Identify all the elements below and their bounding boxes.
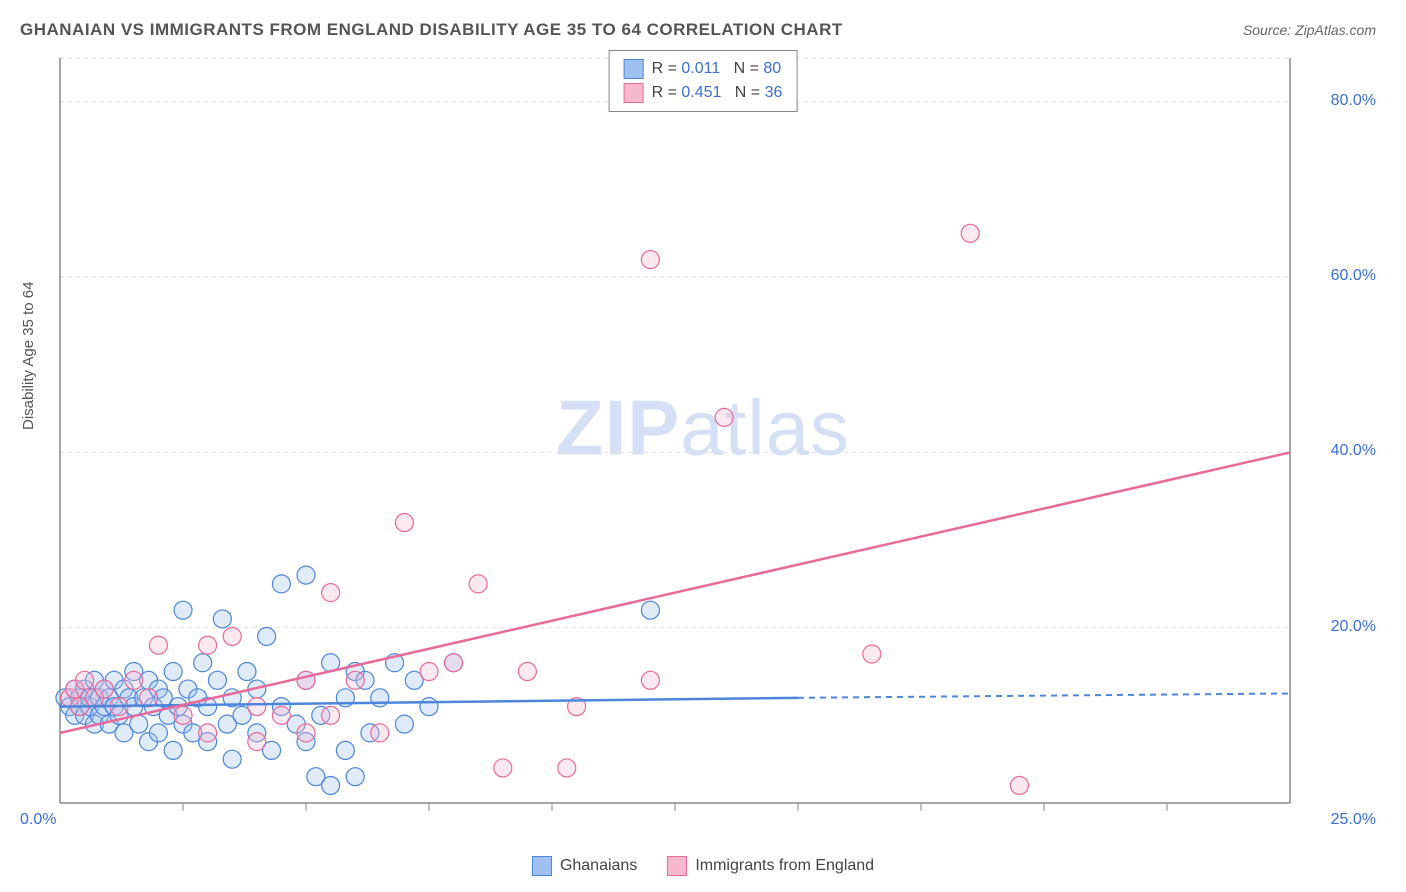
swatch-icon <box>667 856 687 876</box>
chart-title: GHANAIAN VS IMMIGRANTS FROM ENGLAND DISA… <box>20 20 843 40</box>
y-tick-label: 60.0% <box>1331 267 1376 285</box>
source-attribution: Source: ZipAtlas.com <box>1243 22 1376 38</box>
legend-row-ghanaians: R = 0.011 N = 80 <box>624 57 783 81</box>
y-tick-label: 80.0% <box>1331 92 1376 110</box>
y-axis-label: Disability Age 35 to 64 <box>20 282 37 430</box>
series-legend: Ghanaians Immigrants from England <box>532 856 874 876</box>
legend-item-ghanaians: Ghanaians <box>532 856 637 876</box>
scatter-plot <box>50 48 1340 833</box>
swatch-icon <box>624 83 644 103</box>
legend-row-england: R = 0.451 N = 36 <box>624 81 783 105</box>
axis-origin-label: 0.0% <box>20 811 56 829</box>
swatch-icon <box>624 59 644 79</box>
swatch-icon <box>532 856 552 876</box>
x-axis-max-label: 25.0% <box>1331 811 1376 829</box>
legend-item-england: Immigrants from England <box>667 856 874 876</box>
y-tick-label: 20.0% <box>1331 618 1376 636</box>
correlation-legend: R = 0.011 N = 80 R = 0.451 N = 36 <box>609 50 798 112</box>
y-tick-label: 40.0% <box>1331 442 1376 460</box>
